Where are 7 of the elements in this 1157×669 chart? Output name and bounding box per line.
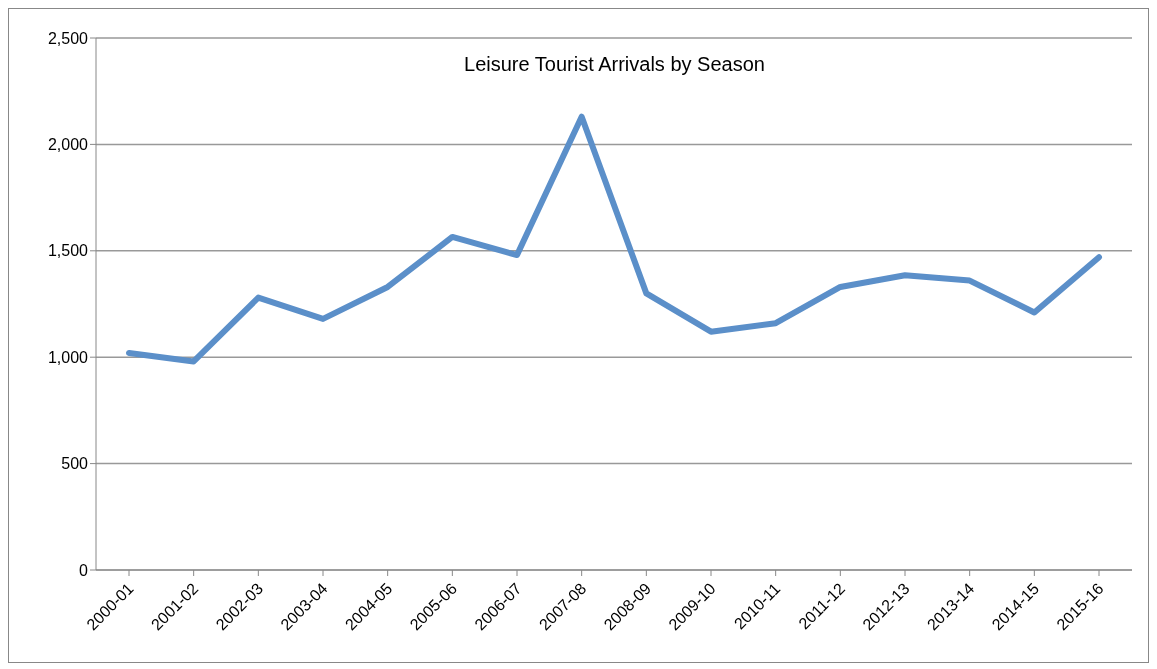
y-tick-label: 1,500 [47,242,89,260]
y-tick-label: 2,500 [47,29,89,47]
y-tick-label: 2,000 [47,136,89,154]
y-tick-label: 500 [61,455,89,473]
y-tick-label: 1,000 [47,348,89,366]
text: Leisure Tourist Arrivals by Season [463,53,766,76]
y-tick-label: 0 [79,561,89,579]
